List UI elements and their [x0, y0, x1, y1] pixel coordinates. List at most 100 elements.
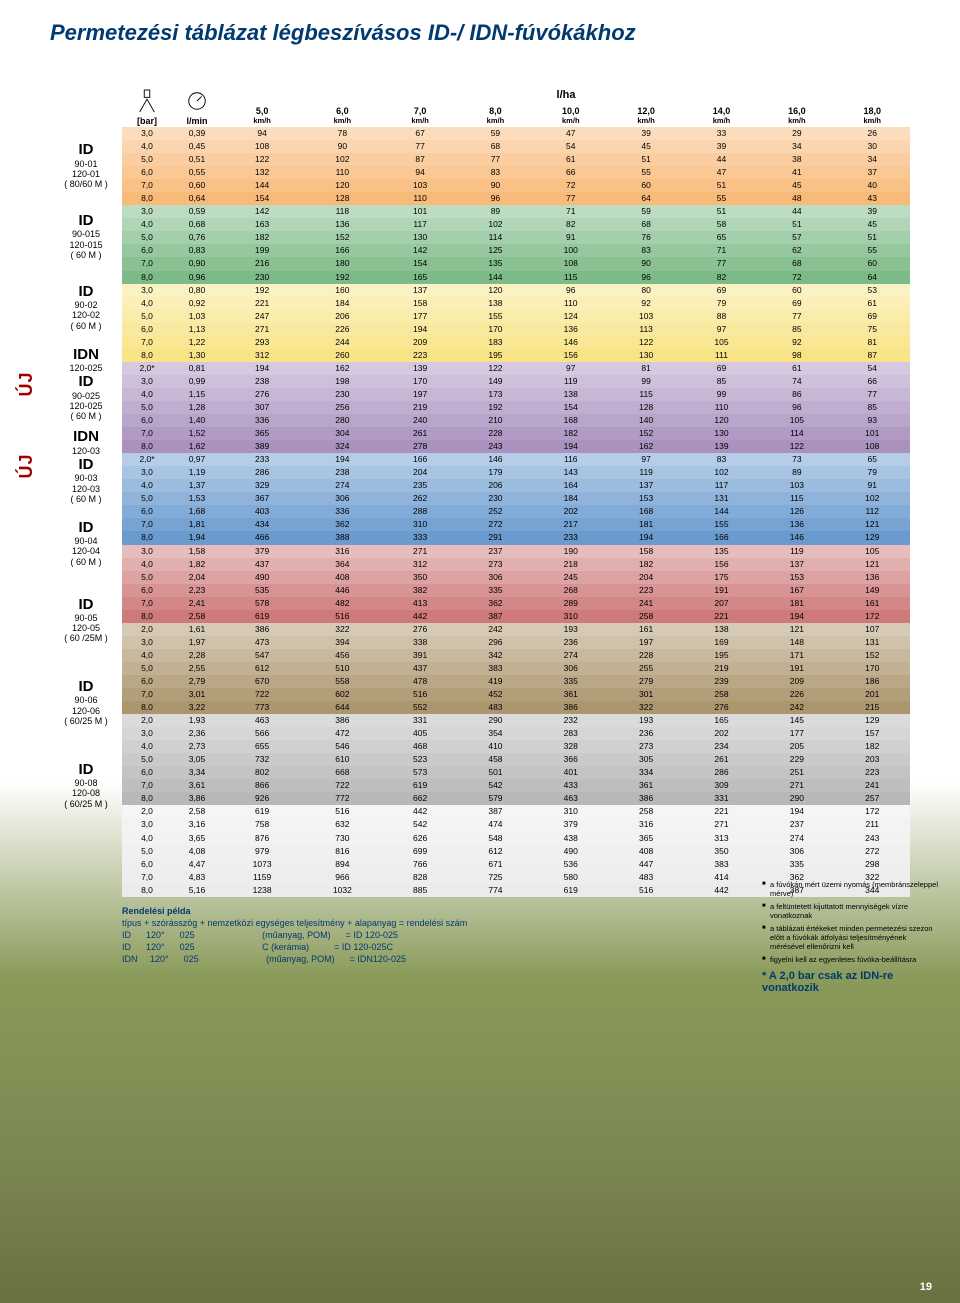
table-cell: 201 — [835, 688, 910, 701]
table-cell: 772 — [302, 792, 382, 805]
table-cell: 1,97 — [172, 636, 222, 649]
table-cell: 8,0 — [122, 610, 172, 623]
table-cell: 322 — [608, 701, 683, 714]
table-cell: 194 — [382, 323, 457, 336]
table-cell: 194 — [533, 440, 608, 453]
table-cell: 62 — [759, 244, 834, 257]
table-cell: 437 — [382, 662, 457, 675]
table-cell: 105 — [684, 336, 759, 349]
table-cell: 221 — [222, 297, 302, 310]
table-cell: 482 — [302, 597, 382, 610]
table-cell: 3,34 — [172, 766, 222, 779]
table-cell: 96 — [458, 192, 533, 205]
table-cell: 68 — [759, 257, 834, 270]
table-row: 5,03,05732610523458366305261229203 — [122, 753, 910, 766]
table-cell: 129 — [835, 531, 910, 544]
table-cell: 177 — [759, 727, 834, 740]
table-cell: 78 — [302, 127, 382, 140]
table-row: 4,03,65876730626548438365313274243 — [122, 832, 910, 845]
table-cell: 876 — [222, 832, 302, 845]
table-cell: 81 — [608, 362, 683, 375]
table-cell: 3,22 — [172, 701, 222, 714]
table-cell: 26 — [835, 127, 910, 140]
table-cell: 131 — [684, 492, 759, 505]
table-cell: 172 — [835, 610, 910, 623]
table-cell: 45 — [759, 179, 834, 192]
table-cell: 3,0 — [122, 818, 172, 831]
table-cell: 5,0 — [122, 845, 172, 858]
table-cell: 758 — [222, 818, 302, 831]
table-cell: 228 — [458, 427, 533, 440]
table-cell: 156 — [684, 558, 759, 571]
table-cell: 165 — [684, 714, 759, 727]
table-cell: 54 — [533, 140, 608, 153]
table-cell: 130 — [608, 349, 683, 362]
table-cell: 3,16 — [172, 818, 222, 831]
group-label: ÚJIDN120-025ID90-025120-025( 60 M ) — [50, 342, 122, 425]
table-cell: 463 — [533, 792, 608, 805]
table-cell: 7,0 — [122, 257, 172, 270]
table-cell: 388 — [302, 531, 382, 544]
group-label: ID90-015120-015( 60 M ) — [50, 201, 122, 272]
table-cell: 173 — [458, 388, 533, 401]
table-cell: 110 — [533, 297, 608, 310]
table-cell: 3,0 — [122, 727, 172, 740]
table-cell: 43 — [835, 192, 910, 205]
table-cell: 64 — [608, 192, 683, 205]
table-cell: 144 — [458, 271, 533, 284]
table-cell: 548 — [458, 832, 533, 845]
table-cell: 7,0 — [122, 518, 172, 531]
table-row: 2,0*0,9723319416614611697837365 — [122, 453, 910, 466]
table-cell: 181 — [759, 597, 834, 610]
table-cell: 59 — [458, 127, 533, 140]
table-cell: 2,36 — [172, 727, 222, 740]
table-cell: 4,0 — [122, 297, 172, 310]
table-cell: 2,23 — [172, 584, 222, 597]
table-cell: 83 — [458, 166, 533, 179]
table-cell: 119 — [608, 466, 683, 479]
table-cell: 44 — [684, 153, 759, 166]
table-cell: 243 — [835, 832, 910, 845]
table-cell: 77 — [835, 388, 910, 401]
table-cell: 75 — [835, 323, 910, 336]
table-cell: 4,47 — [172, 858, 222, 871]
table-cell: 306 — [458, 571, 533, 584]
table-row: 8,00,64154128110967764554843 — [122, 192, 910, 205]
table-cell: 80 — [608, 284, 683, 297]
table-cell: 229 — [759, 753, 834, 766]
table-cell: 5,0 — [122, 492, 172, 505]
table-cell: 194 — [608, 531, 683, 544]
table-cell: 3,0 — [122, 636, 172, 649]
table-cell: 241 — [835, 779, 910, 792]
table-cell: 382 — [382, 584, 457, 597]
table-cell: 276 — [382, 623, 457, 636]
table-cell: 108 — [835, 440, 910, 453]
table-cell: 1,68 — [172, 505, 222, 518]
speed-header: 5,0km/h — [222, 103, 302, 127]
table-cell: 290 — [759, 792, 834, 805]
table-cell: 69 — [759, 297, 834, 310]
table-row: 5,04,08979816699612490408350306272 — [122, 845, 910, 858]
table-cell: 144 — [222, 179, 302, 192]
table-cell: 125 — [458, 244, 533, 257]
table-cell: 117 — [684, 479, 759, 492]
table-cell: 99 — [684, 388, 759, 401]
table-cell: 119 — [759, 545, 834, 558]
table-cell: 276 — [222, 388, 302, 401]
table-cell: 1,62 — [172, 440, 222, 453]
table-cell: 8,0 — [122, 192, 172, 205]
table-cell: 217 — [533, 518, 608, 531]
table-cell: 83 — [608, 244, 683, 257]
table-cell: 228 — [608, 649, 683, 662]
table-row: 4,00,9222118415813811092796961 — [122, 297, 910, 310]
nozzle-icon — [136, 88, 158, 114]
table-cell: 2,58 — [172, 610, 222, 623]
table-row: 5,00,5112210287776151443834 — [122, 153, 910, 166]
table-cell: 182 — [835, 740, 910, 753]
table-row: 5,00,761821521301149176655751 — [122, 231, 910, 244]
table-cell: 158 — [608, 545, 683, 558]
table-cell: 4,83 — [172, 871, 222, 884]
unit-lha: l/ha — [222, 86, 910, 103]
notes-block: a fúvókán mért üzemi nyomás (membránszel… — [762, 880, 942, 994]
table-cell: 0,99 — [172, 375, 222, 388]
